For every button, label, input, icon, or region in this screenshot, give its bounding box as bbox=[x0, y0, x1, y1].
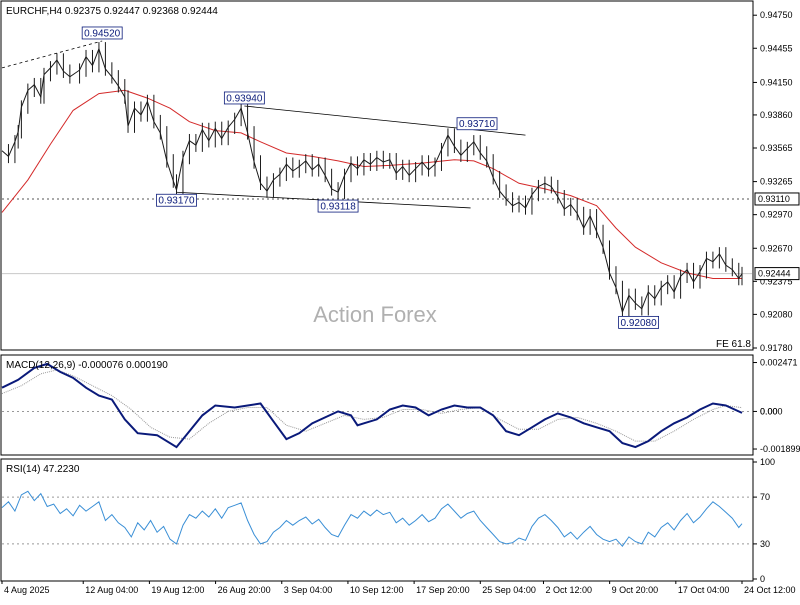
macd-label: MACD(12,26,9) -0.000076 0.000190 bbox=[6, 360, 168, 371]
rsi-y-tick-label: 0 bbox=[760, 574, 765, 584]
x-tick-label: 25 Sep 04:00 bbox=[482, 585, 536, 595]
y-tick-label: 0.92080 bbox=[760, 309, 793, 319]
rsi-y-tick-label: 100 bbox=[760, 457, 775, 467]
level-line-label-box bbox=[754, 192, 800, 206]
watermark: Action Forex bbox=[313, 302, 437, 327]
rsi-line bbox=[1, 490, 743, 547]
x-tick-label: 10 Sep 12:00 bbox=[350, 585, 404, 595]
level-line-label: 0.93110 bbox=[758, 194, 790, 204]
y-tick-label: 0.94750 bbox=[760, 10, 793, 20]
rsi-panel: 100 70 30 0 bbox=[1, 457, 775, 584]
rsi-panel-frame bbox=[0, 458, 754, 582]
x-axis: 4 Aug 2025 12 Aug 04:00 19 Aug 12:00 26 Aug… bbox=[1, 581, 796, 595]
fib-extension-label: FE 61.8 bbox=[716, 339, 751, 350]
y-tick-label: 0.94455 bbox=[760, 43, 793, 53]
price-label: 0.92080 bbox=[621, 318, 658, 329]
x-tick-label: 19 Aug 12:00 bbox=[151, 585, 204, 595]
price-label: 0.93170 bbox=[158, 196, 195, 207]
trendline bbox=[244, 105, 526, 136]
y-tick-label: 0.93565 bbox=[760, 143, 793, 153]
macd-y-tick-label: 0.00 bbox=[760, 406, 778, 416]
rsi-y-tick-label: 70 bbox=[760, 492, 770, 502]
macd-panel-frame bbox=[0, 354, 754, 456]
x-tick-label: 17 Sep 20:00 bbox=[416, 585, 470, 595]
macd-y-tick-label: -0.001899 bbox=[760, 444, 800, 454]
current-price-label: 0.92444 bbox=[758, 269, 791, 279]
price-label-box bbox=[317, 199, 359, 213]
price-label-box bbox=[456, 117, 498, 131]
x-tick-label: 3 Sep 04:00 bbox=[284, 585, 333, 595]
main-panel-frame bbox=[0, 0, 754, 351]
price-label-box bbox=[81, 26, 123, 40]
y-tick-label: 0.93265 bbox=[760, 177, 793, 187]
price-label: 0.94520 bbox=[84, 28, 121, 39]
price-label: 0.93118 bbox=[320, 202, 356, 213]
macd-line bbox=[1, 362, 743, 449]
price-label: 0.93940 bbox=[226, 93, 263, 104]
macd-y-tick-label: 0.002471 bbox=[760, 358, 798, 368]
price-label-box bbox=[223, 91, 265, 105]
x-tick-label: 24 Oct 12:00 bbox=[744, 585, 796, 595]
y-tick-label: 0.93860 bbox=[760, 110, 793, 120]
rsi-label: RSI(14) 47.2230 bbox=[6, 464, 80, 475]
moving-average-line bbox=[1, 89, 742, 279]
x-tick-label: 2 Oct 12:00 bbox=[545, 585, 592, 595]
current-price-label-box bbox=[754, 267, 800, 281]
macd-current-label: 0.000 bbox=[760, 406, 783, 416]
price-label: 0.93710 bbox=[459, 119, 496, 130]
price-label-box bbox=[618, 315, 659, 329]
chart-title: EURCHF,H4 0.92375 0.92447 0.92368 0.9244… bbox=[6, 6, 218, 17]
y-tick-label: 0.92970 bbox=[760, 210, 793, 220]
x-tick-label: 4 Aug 2025 bbox=[4, 585, 50, 595]
price-label-box bbox=[156, 193, 197, 207]
x-tick-label: 12 Aug 04:00 bbox=[85, 585, 138, 595]
x-tick-label: 9 Oct 20:00 bbox=[612, 585, 659, 595]
trendline-dashed bbox=[1, 40, 103, 69]
rsi-y-tick-label: 30 bbox=[760, 539, 770, 549]
x-tick-label: 17 Oct 04:00 bbox=[678, 585, 730, 595]
price-line bbox=[1, 47, 743, 314]
y-tick-label: 0.92375 bbox=[760, 276, 793, 286]
macd-panel: 0.002471 0.00 -0.001899 0.000 bbox=[1, 358, 800, 454]
main-panel: 0.94750 0.94455 0.94150 0.93860 0.93565 0.932… bbox=[1, 10, 800, 353]
macd-signal-line bbox=[1, 369, 743, 442]
y-tick-label: 0.94150 bbox=[760, 77, 793, 87]
x-tick-label: 26 Aug 20:00 bbox=[218, 585, 271, 595]
y-tick-label: 0.92670 bbox=[760, 243, 793, 253]
y-tick-label: 0.91780 bbox=[760, 343, 793, 353]
